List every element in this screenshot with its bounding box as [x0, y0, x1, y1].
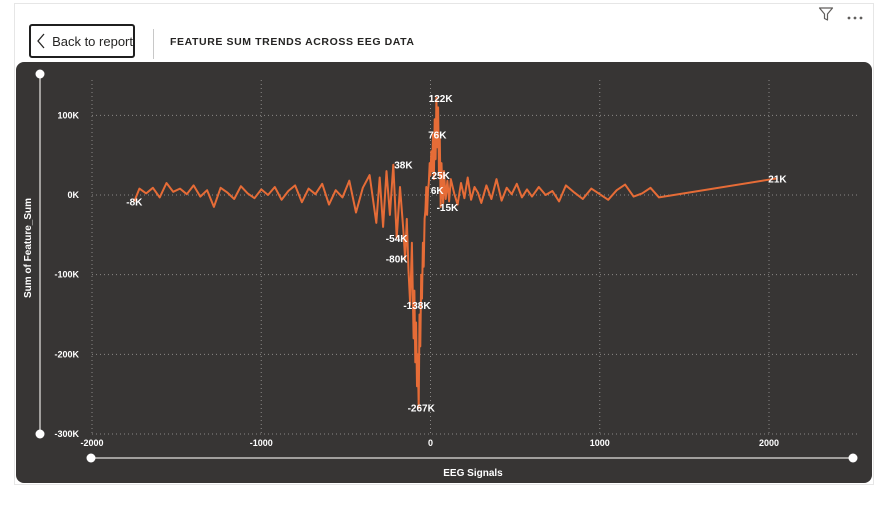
y-zoom-slider-bottom-handle[interactable] [35, 429, 45, 439]
x-tick-label: -2000 [80, 438, 103, 448]
filter-icon[interactable] [818, 6, 834, 27]
x-axis-ticks: -2000 -1000 0 1000 2000 [80, 438, 779, 448]
header-divider [153, 29, 154, 59]
chevron-left-icon [33, 33, 48, 49]
y-tick-label: -200K [54, 349, 79, 359]
chart-svg: 100K 0K -100K -200K -300K -2000 -1000 0 1000 200… [23, 69, 858, 479]
data-label: -15K [437, 203, 459, 214]
data-label: 21K [768, 174, 787, 185]
y-axis-title: Sum of Feature_Sum [23, 198, 34, 298]
data-label: -54K [386, 234, 408, 245]
x-tick-label: 0 [428, 438, 433, 448]
more-options-icon[interactable] [846, 8, 864, 26]
chart-title: FEATURE SUM TRENDS ACROSS EEG DATA [170, 36, 415, 48]
x-axis-title: EEG Signals [443, 468, 503, 479]
series-line[interactable] [133, 96, 778, 409]
data-label: 38K [394, 161, 413, 172]
visual-header-icons [818, 6, 864, 27]
data-labels: -8K 38K -54K -80K -138K -267K 122K 76K 25K 6K -15K… [126, 94, 787, 415]
back-button-label: Back to report [52, 33, 133, 49]
series-lines [133, 96, 778, 409]
data-label: -138K [403, 301, 431, 312]
y-tick-label: -100K [54, 270, 79, 280]
data-label: 122K [429, 94, 454, 105]
data-label: -80K [386, 255, 408, 266]
x-tick-label: 2000 [759, 438, 779, 448]
x-tick-label: -1000 [250, 438, 273, 448]
data-label: 76K [428, 130, 447, 141]
x-zoom-slider-left-handle[interactable] [86, 453, 96, 463]
y-tick-label: 100K [57, 110, 79, 120]
data-label: 6K [431, 186, 445, 197]
data-label: -267K [408, 404, 436, 415]
data-label: 25K [431, 171, 450, 182]
data-label: -8K [126, 197, 143, 208]
y-tick-label: 0K [67, 190, 79, 200]
x-zoom-slider-right-handle[interactable] [848, 453, 858, 463]
x-tick-label: 1000 [590, 438, 610, 448]
y-zoom-slider-top-handle[interactable] [35, 69, 45, 79]
gridlines [91, 80, 858, 435]
y-axis-ticks: 100K 0K -100K -200K -300K [54, 110, 79, 439]
back-to-report-button[interactable]: Back to report [29, 24, 135, 58]
line-chart: 100K 0K -100K -200K -300K -2000 -1000 0 1000 200… [16, 62, 872, 483]
y-tick-label: -300K [54, 429, 79, 439]
